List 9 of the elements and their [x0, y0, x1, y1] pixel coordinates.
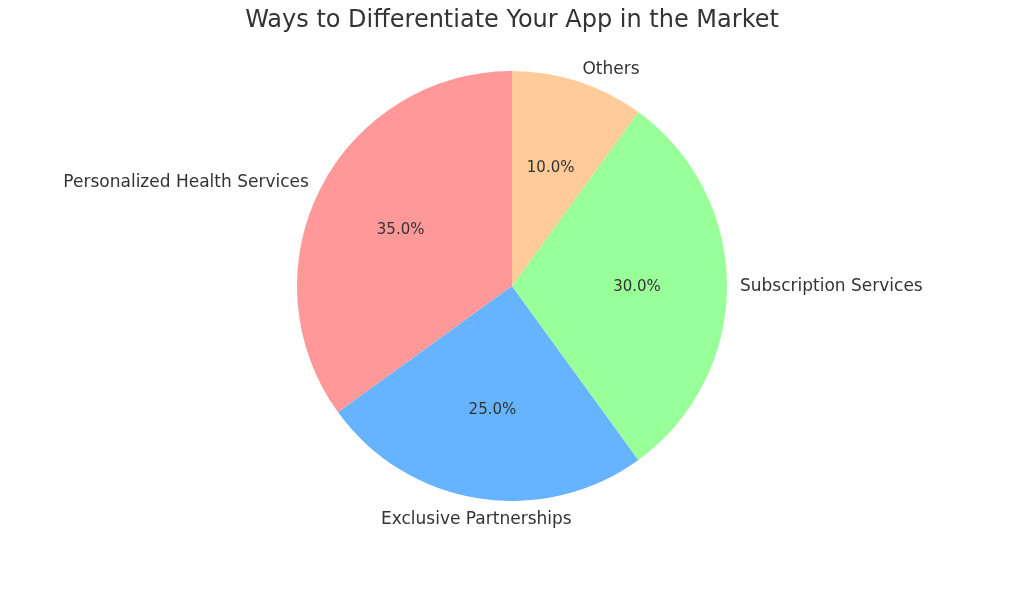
- slice-label: Others: [582, 58, 640, 79]
- data-label: 30.0%: [613, 277, 661, 295]
- data-label: 25.0%: [468, 400, 517, 419]
- data-label: 10.0%: [526, 158, 575, 177]
- chart-title: Ways to Differentiate Your App in the Market: [245, 5, 779, 33]
- data-label: 35.0%: [376, 220, 425, 239]
- slice-label: Exclusive Partnerships: [381, 508, 572, 529]
- slice-label: Subscription Services: [740, 275, 923, 295]
- slice-label: Personalized Health Services: [63, 171, 309, 192]
